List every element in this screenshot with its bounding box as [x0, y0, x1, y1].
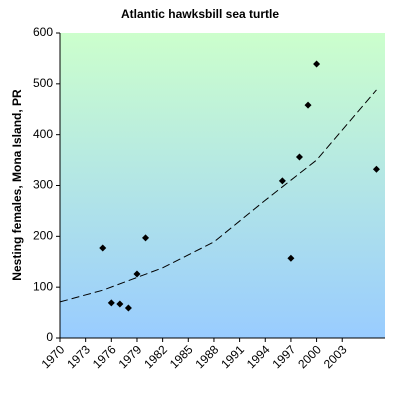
- x-tick-label: 1979: [116, 342, 145, 371]
- x-tick-label: 1976: [90, 342, 119, 371]
- data-point: [278, 177, 286, 185]
- x-tick-label: 1985: [167, 342, 196, 371]
- data-point: [295, 153, 303, 161]
- y-tick-label: 200: [33, 229, 53, 243]
- x-tick-label: 1982: [141, 342, 170, 371]
- data-point: [372, 165, 380, 173]
- data-point: [107, 299, 115, 307]
- data-point: [142, 234, 150, 242]
- y-tick-label: 600: [33, 25, 53, 39]
- x-tick-label: 2000: [295, 342, 324, 371]
- x-tick-label: 1997: [270, 342, 299, 371]
- x-tick-label: 1973: [64, 342, 93, 371]
- x-tick-label: 1994: [244, 342, 273, 371]
- data-point: [116, 300, 124, 308]
- data-point: [287, 254, 295, 262]
- x-tick-label: 1988: [193, 342, 222, 371]
- y-tick-label: 400: [33, 127, 53, 141]
- chart-title: Atlantic hawksbill sea turtle: [121, 7, 279, 21]
- plot-area: [60, 33, 385, 338]
- x-tick-label: 1991: [218, 342, 247, 371]
- data-point: [99, 244, 107, 252]
- y-tick-label: 0: [46, 330, 53, 344]
- data-point: [304, 101, 312, 109]
- y-tick-label: 300: [33, 178, 53, 192]
- x-tick-label: 2003: [321, 342, 350, 371]
- y-axis-label: Nesting females, Mona Island, PR: [10, 89, 24, 281]
- data-point: [133, 270, 141, 278]
- x-tick-label: 1970: [39, 342, 68, 371]
- y-tick-label: 500: [33, 76, 53, 90]
- data-point: [124, 304, 132, 312]
- y-tick-label: 100: [33, 279, 53, 293]
- data-point: [313, 60, 321, 68]
